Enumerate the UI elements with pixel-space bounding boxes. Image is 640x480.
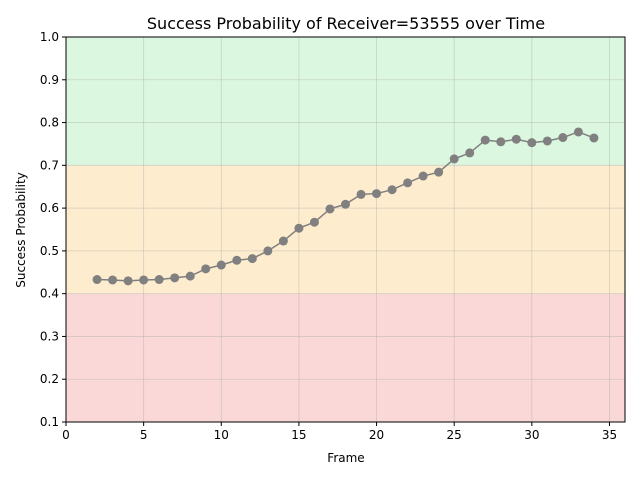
y-tick-label: 0.8 (40, 116, 59, 130)
data-point (511, 134, 521, 144)
x-tick-label: 35 (602, 428, 617, 442)
y-tick-label: 0.6 (40, 201, 59, 215)
data-point (263, 246, 273, 256)
data-point (309, 217, 319, 227)
x-tick-label: 10 (214, 428, 229, 442)
data-point (449, 154, 459, 164)
x-tick-label: 20 (369, 428, 384, 442)
data-point (123, 276, 133, 286)
x-tick-label: 30 (524, 428, 539, 442)
data-point (356, 189, 366, 199)
band-1 (66, 165, 625, 294)
x-axis-ticks: 0 5 10 15 20 25 30 35 (62, 422, 617, 442)
data-point (573, 127, 583, 137)
y-tick-label: 0.3 (40, 329, 59, 343)
x-tick-label: 0 (62, 428, 70, 442)
data-point (434, 167, 444, 177)
data-point (278, 236, 288, 246)
data-point (170, 273, 180, 283)
data-point (216, 260, 226, 270)
data-point (108, 275, 118, 285)
y-tick-label: 0.5 (40, 244, 59, 258)
y-axis-ticks: 0.1 0.2 0.3 0.4 0.5 0.6 0.7 0.8 0.9 1.0 (40, 30, 66, 429)
data-points (92, 127, 599, 286)
data-point (480, 135, 490, 145)
y-tick-label: 0.7 (40, 158, 59, 172)
data-point (92, 275, 102, 285)
y-axis-label: Success Probability (14, 172, 28, 288)
band-0 (66, 293, 625, 422)
data-point (139, 275, 149, 285)
x-axis-label: Frame (327, 451, 364, 465)
plot-frame (65, 36, 626, 423)
data-point (387, 185, 397, 195)
data-point (372, 189, 382, 199)
data-point (403, 178, 413, 188)
y-tick-label: 0.1 (40, 415, 59, 429)
background-bands (66, 37, 625, 422)
data-point (232, 255, 242, 265)
y-tick-label: 0.9 (40, 73, 59, 87)
y-tick-label: 0.2 (40, 372, 59, 386)
data-point (201, 264, 211, 274)
data-point (542, 136, 552, 146)
chart-title: Success Probability of Receiver=53555 ov… (147, 14, 545, 33)
x-tick-label: 15 (291, 428, 306, 442)
data-point (341, 199, 350, 209)
data-point (465, 148, 475, 158)
data-point (418, 171, 428, 181)
data-point (247, 254, 257, 264)
data-point (496, 137, 506, 147)
data-point (185, 271, 195, 281)
data-point (294, 223, 304, 233)
data-point (558, 133, 568, 143)
data-point (325, 204, 335, 214)
band-2 (66, 37, 625, 166)
x-tick-label: 25 (447, 428, 462, 442)
x-tick-label: 5 (140, 428, 148, 442)
data-point (527, 138, 537, 148)
y-tick-label: 0.4 (40, 287, 59, 301)
y-tick-label: 1.0 (40, 30, 59, 44)
data-point (589, 133, 599, 143)
data-point (154, 275, 164, 285)
